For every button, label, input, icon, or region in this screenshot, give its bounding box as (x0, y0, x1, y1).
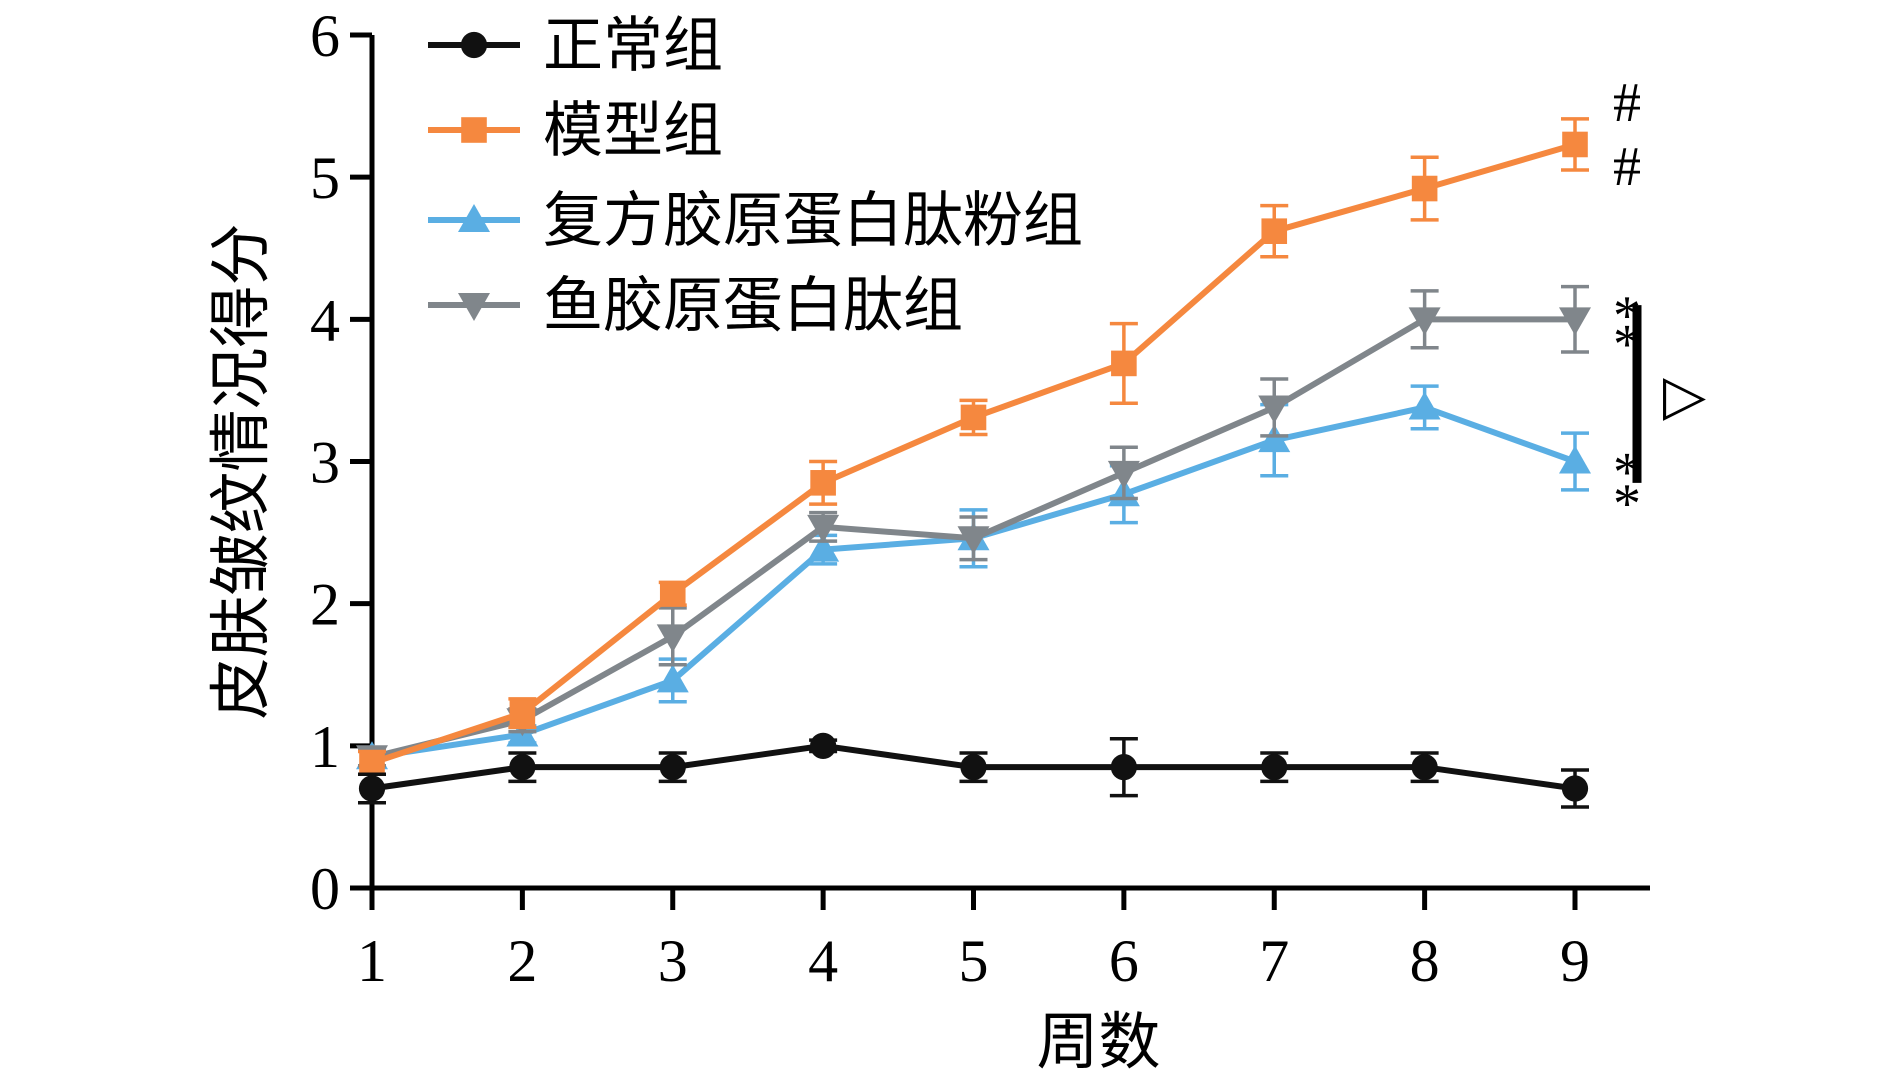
x-tick-label: 8 (1410, 928, 1440, 994)
x-tick-label: 2 (507, 928, 537, 994)
legend-marker (458, 293, 490, 321)
legend-label: 模型组 (543, 96, 723, 166)
data-point (656, 624, 689, 653)
legend-label: 正常组 (543, 11, 723, 81)
data-point (1261, 218, 1288, 244)
data-point (1261, 754, 1288, 781)
x-axis-title: 周数 (1036, 1005, 1160, 1078)
data-point (358, 775, 386, 802)
data-point (1111, 350, 1137, 377)
data-point (659, 580, 686, 607)
data-point (1562, 131, 1588, 158)
legend-item-1: 模型组 (428, 96, 723, 166)
y-axis-title: 皮肤皱纹情况得分 (204, 223, 277, 719)
significance-mark-triangle: ▽ (1650, 378, 1712, 421)
legend-label: 鱼胶原蛋白肽组 (543, 271, 963, 341)
x-tick-label: 3 (658, 928, 688, 994)
data-point (810, 470, 836, 496)
data-point (960, 754, 987, 781)
data-point (1408, 391, 1441, 420)
y-tick-label: 2 (310, 572, 340, 638)
legend-marker (460, 31, 488, 59)
legend-item-3: 鱼胶原蛋白肽组 (428, 271, 963, 341)
significance-mark: * (1613, 473, 1641, 535)
y-tick-label: 4 (310, 287, 340, 353)
data-point (659, 754, 686, 781)
x-tick-label: 5 (959, 928, 989, 994)
series-1 (358, 117, 1589, 777)
data-point (1110, 754, 1137, 781)
data-point (810, 732, 837, 759)
y-tick-label: 1 (310, 714, 340, 780)
data-point (509, 700, 536, 726)
data-point (807, 533, 840, 562)
data-point (807, 514, 840, 543)
legend-label: 复方胶原蛋白肽粉组 (543, 186, 1083, 256)
y-tick-label: 6 (310, 3, 340, 69)
legend-marker (461, 117, 487, 143)
y-tick-label: 5 (310, 145, 340, 211)
data-point (509, 754, 536, 781)
x-tick-label: 7 (1259, 928, 1289, 994)
x-tick-label: 1 (357, 928, 387, 994)
legend-item-0: 正常组 (428, 11, 723, 81)
data-point (1258, 395, 1291, 424)
data-point (1107, 460, 1140, 489)
legend-item-2: 复方胶原蛋白肽粉组 (428, 186, 1083, 256)
data-point (1258, 424, 1291, 453)
x-tick-label: 4 (808, 928, 838, 994)
series-0 (358, 732, 1589, 809)
data-point (1411, 175, 1438, 202)
data-point (1561, 775, 1589, 802)
data-point (957, 526, 990, 555)
data-point (1559, 445, 1591, 474)
significance-mark: # (1613, 136, 1641, 198)
y-tick-label: 0 (310, 856, 340, 922)
series-layer (356, 117, 1591, 809)
significance-mark: # (1613, 72, 1641, 134)
x-tick-label: 9 (1560, 928, 1590, 994)
data-point (1408, 307, 1441, 336)
data-point (960, 404, 987, 431)
data-point (656, 664, 689, 693)
data-point (1559, 307, 1591, 336)
annotations: ##****▽ (1613, 72, 1712, 535)
y-tick-label: 3 (310, 430, 340, 496)
data-point (359, 750, 385, 776)
data-point (1411, 754, 1438, 781)
x-tick-label: 6 (1109, 928, 1139, 994)
legend-marker (458, 204, 490, 232)
